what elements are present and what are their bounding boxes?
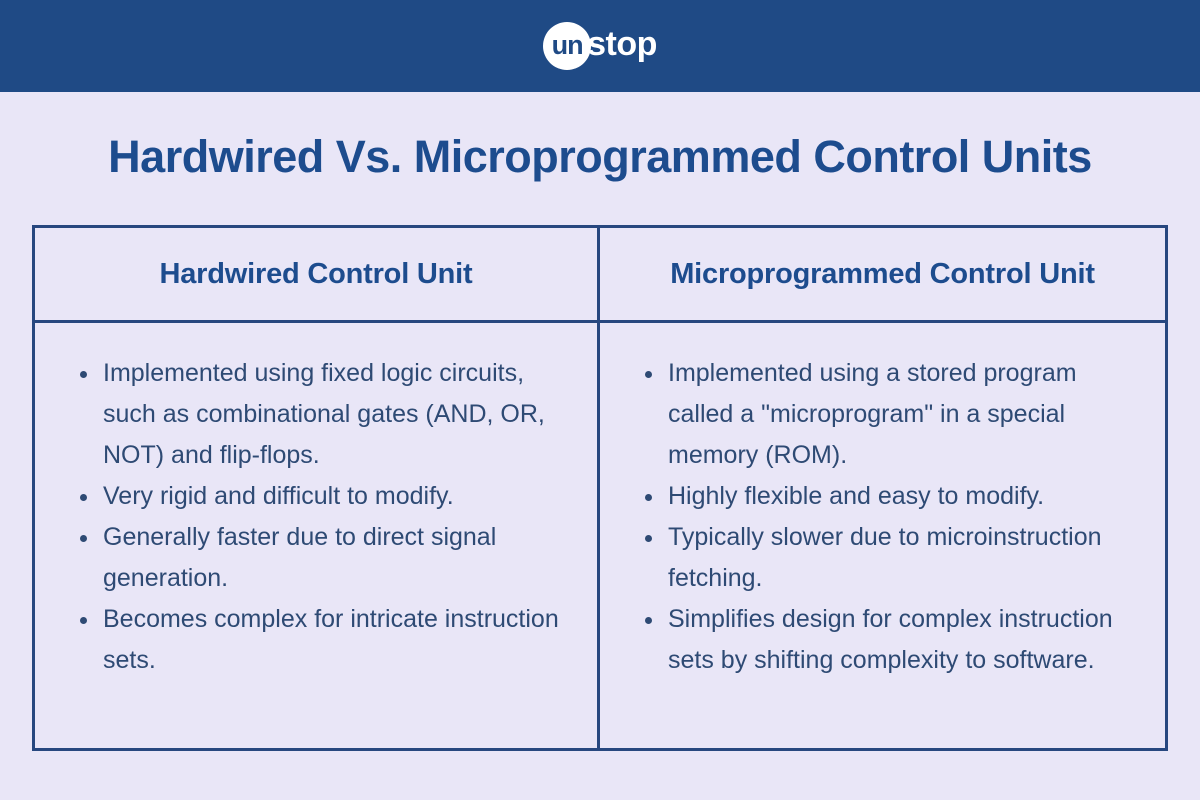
content-area: Hardwired Vs. Microprogrammed Control Un… <box>0 134 1200 751</box>
microprogrammed-bullet-list: Implemented using a stored program calle… <box>632 353 1139 681</box>
bullet-item: Implemented using a stored program calle… <box>666 353 1139 476</box>
column-body-microprogrammed: Implemented using a stored program calle… <box>600 323 1165 748</box>
bullet-item: Becomes complex for intricate instructio… <box>101 599 571 681</box>
bullet-item: Simplifies design for complex instructio… <box>666 599 1139 681</box>
bullet-item: Implemented using fixed logic circuits, … <box>101 353 571 476</box>
bullet-item: Typically slower due to microinstruction… <box>666 517 1139 599</box>
column-header-microprogrammed: Microprogrammed Control Unit <box>600 228 1165 323</box>
bullet-item: Generally faster due to direct signal ge… <box>101 517 571 599</box>
logo-un-text: un <box>551 29 584 60</box>
bullet-item: Very rigid and difficult to modify. <box>101 476 571 517</box>
comparison-table: Hardwired Control Unit Microprogrammed C… <box>32 225 1168 751</box>
column-body-hardwired: Implemented using fixed logic circuits, … <box>35 323 600 748</box>
page-title: Hardwired Vs. Microprogrammed Control Un… <box>108 131 1092 182</box>
logo-stop-text: stop <box>587 25 657 63</box>
unstop-logo: un stop <box>543 22 657 70</box>
unstop-logo-circle-icon: un <box>543 22 592 70</box>
bullet-item: Highly flexible and easy to modify. <box>666 476 1139 517</box>
column-header-hardwired: Hardwired Control Unit <box>35 228 600 323</box>
hardwired-bullet-list: Implemented using fixed logic circuits, … <box>67 353 571 681</box>
header-bar: un stop <box>0 0 1200 92</box>
